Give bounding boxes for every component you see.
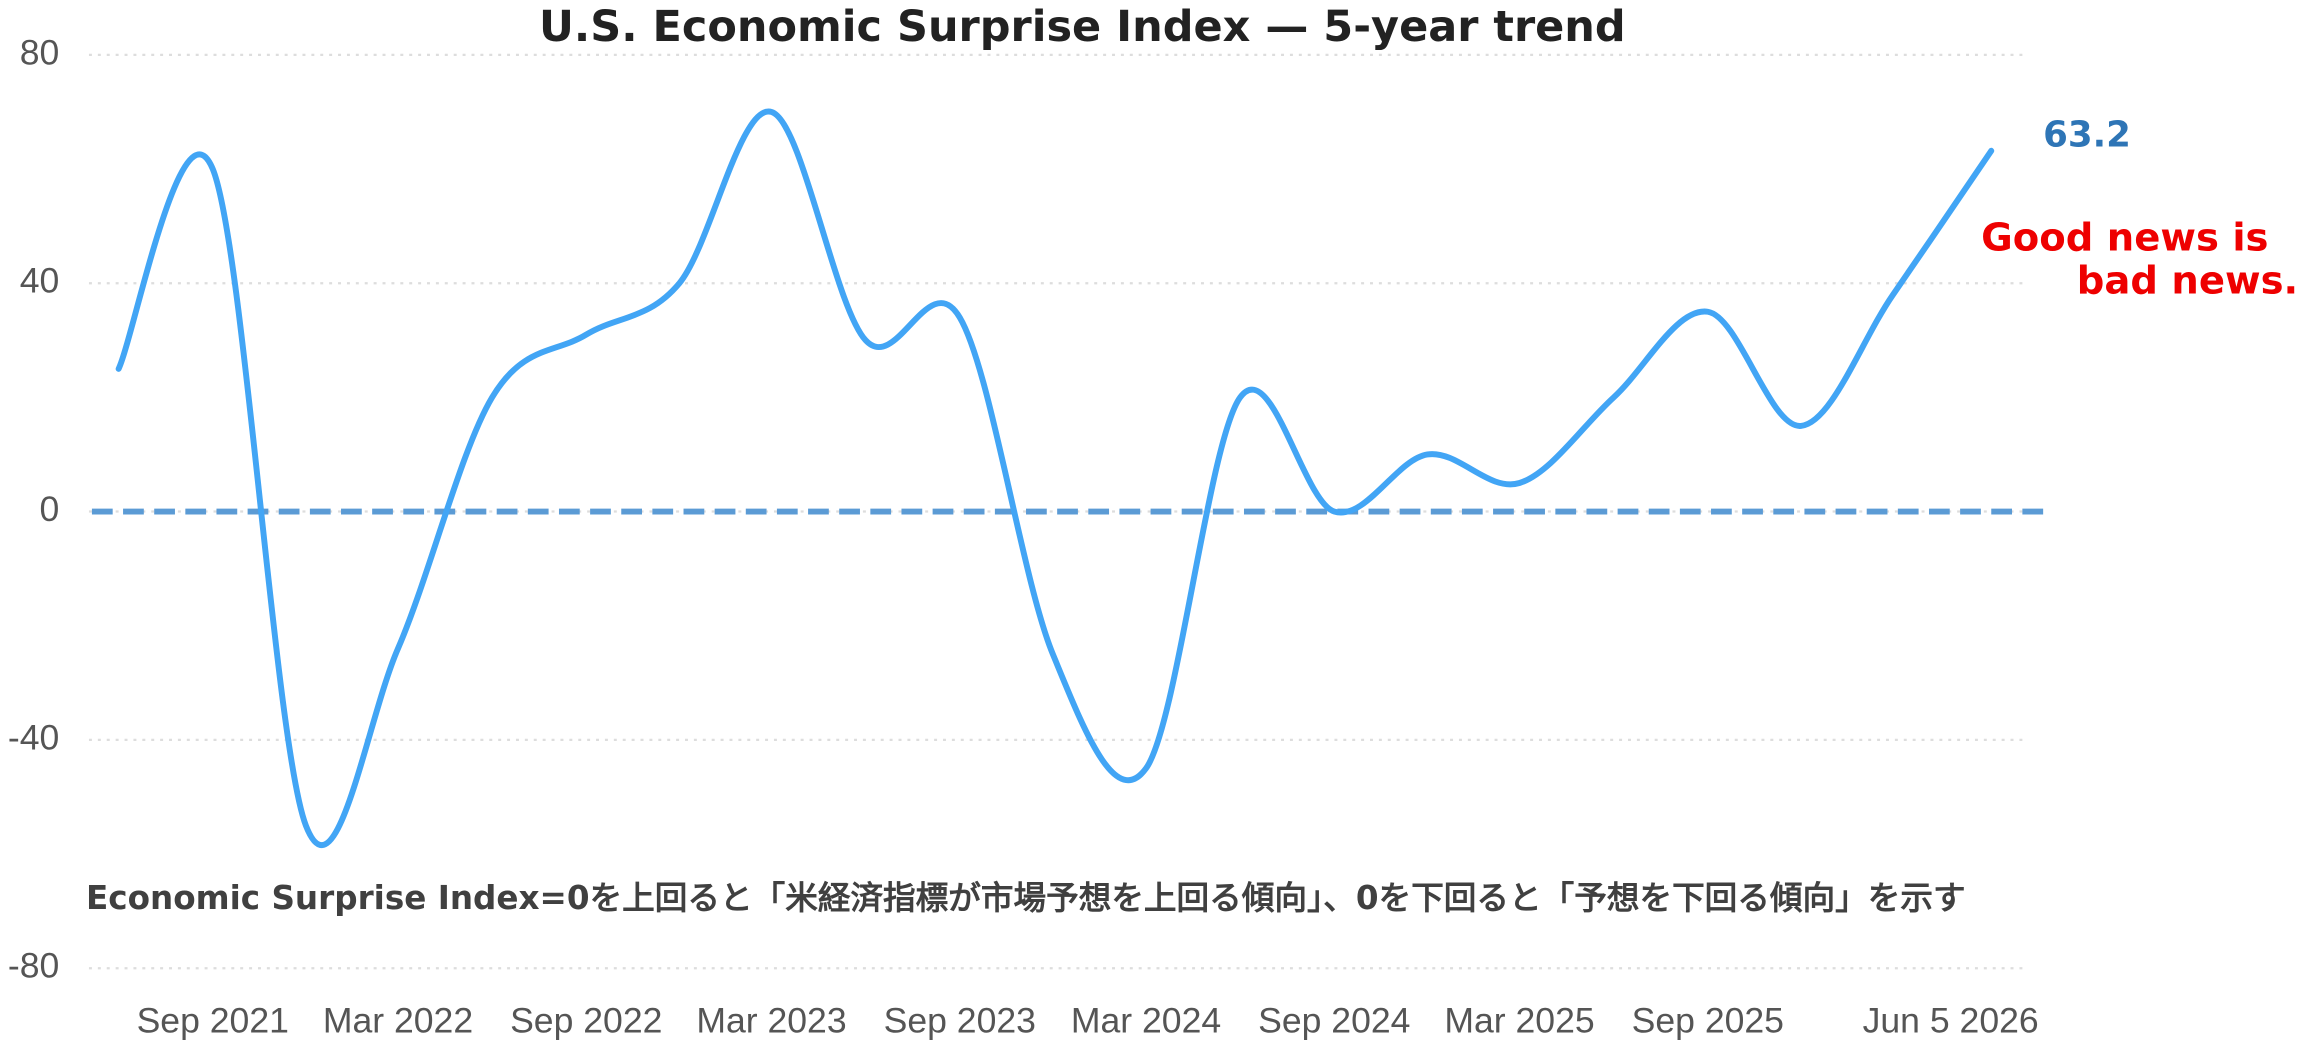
x-tick-label: Mar 2023 bbox=[696, 1000, 846, 1040]
y-tick-label: 40 bbox=[20, 261, 60, 301]
line bbox=[115, 108, 1995, 848]
x-tick-label: Sep 2024 bbox=[1258, 1000, 1410, 1040]
x-tick-label: Mar 2024 bbox=[1071, 1000, 1221, 1040]
title-background bbox=[521, 2, 1644, 53]
value-label: 63.2 bbox=[2043, 114, 2131, 155]
x-tick-label: Jun 5 2026 bbox=[1863, 1000, 2039, 1040]
x-tick-label: Mar 2025 bbox=[1444, 1000, 1594, 1040]
annotation: Good news is bbox=[1981, 216, 2268, 261]
x-tick-label: Sep 2022 bbox=[510, 1000, 662, 1040]
y-tick-label: 80 bbox=[20, 32, 60, 72]
x-tick-label: Sep 2021 bbox=[137, 1000, 289, 1040]
y-tick-label: -80 bbox=[8, 946, 59, 986]
chart-title: U.S. Economic Surprise Index — 5-year tr… bbox=[539, 2, 1626, 52]
x-tick-label: Sep 2023 bbox=[884, 1000, 1036, 1040]
x-tick-label: Sep 2025 bbox=[1632, 1000, 1784, 1040]
y-tick-label: 0 bbox=[40, 489, 60, 529]
y-tick-label: -40 bbox=[8, 717, 59, 757]
annotation: bad news. bbox=[2077, 259, 2298, 304]
x-tick-label: Mar 2022 bbox=[323, 1000, 473, 1040]
note: Economic Surprise Index=0を上回ると「米経済指標が市場予… bbox=[86, 879, 1966, 917]
